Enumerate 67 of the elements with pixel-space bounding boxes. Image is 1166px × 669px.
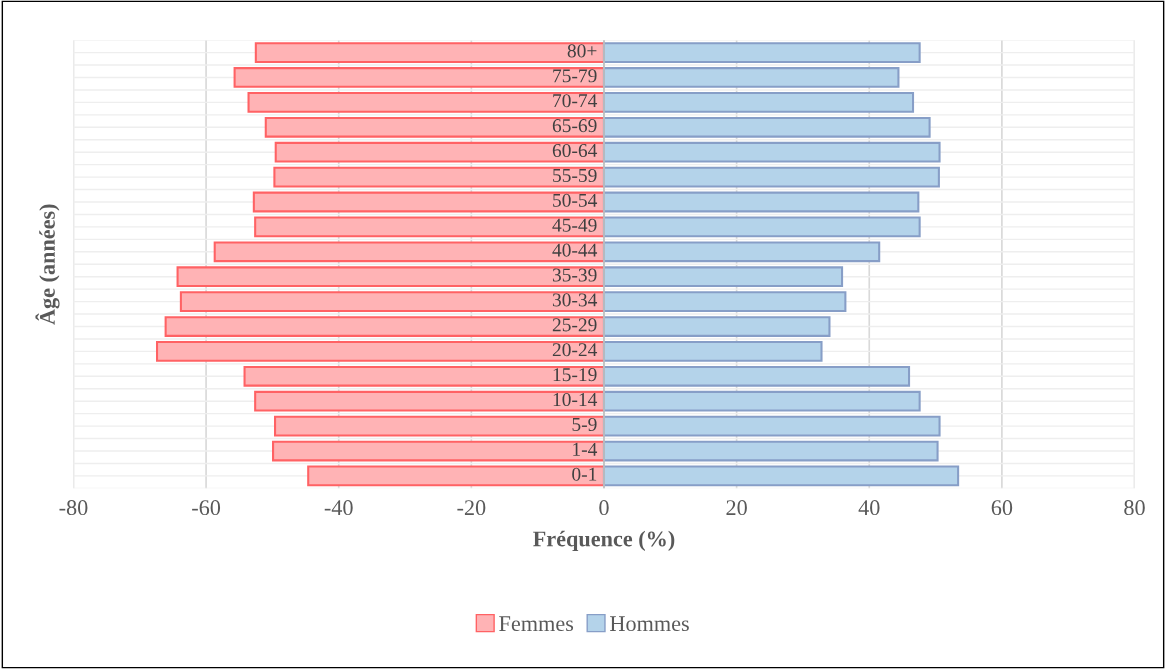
bar [602, 291, 847, 312]
y-tick-label: 15-19 [553, 368, 597, 382]
x-tick-label: 40 [858, 500, 880, 516]
x-tick-label: -20 [457, 500, 486, 516]
bar [602, 266, 844, 288]
x-tick-label: 20 [726, 500, 747, 516]
bar [213, 241, 606, 263]
bar [602, 166, 940, 188]
bar [247, 92, 606, 113]
bar [264, 116, 606, 138]
bar [272, 440, 606, 462]
y-tick-label: 20-24 [552, 343, 598, 357]
bar [602, 440, 939, 462]
bar [602, 241, 881, 263]
bar [602, 92, 915, 113]
bar [602, 415, 941, 437]
x-tick-label: -80 [59, 500, 88, 516]
bar [602, 341, 823, 362]
bar [155, 341, 606, 362]
legend-label: Femmes [499, 616, 574, 632]
x-tick-label: 80 [1124, 500, 1145, 516]
bar [602, 365, 911, 387]
bar [179, 291, 606, 312]
y-tick-label: 0-1 [572, 467, 597, 481]
bar [254, 216, 606, 238]
y-tick-label: 1-4 [573, 442, 598, 456]
y-tick-label: 30-34 [552, 293, 598, 307]
y-tick-label: 40-44 [552, 243, 598, 257]
bar [233, 67, 606, 88]
y-axis-title: Âge (années) [35, 204, 60, 325]
bar [602, 42, 921, 63]
x-axis-title: Fréquence (%) [533, 530, 675, 551]
x-tick-label: 60 [991, 500, 1013, 516]
bar [252, 191, 606, 213]
bar [602, 67, 900, 88]
y-tick-label: 10-14 [553, 392, 598, 407]
bar [602, 116, 931, 138]
y-tick-label: 75-79 [553, 69, 597, 83]
y-tick-label: 5-9 [572, 417, 597, 431]
bar [602, 390, 921, 412]
y-tick-label: 45-49 [552, 218, 597, 232]
x-tick-label: -40 [324, 500, 353, 516]
bar [274, 141, 606, 163]
bar [602, 465, 960, 487]
y-tick-label: 80+ [567, 44, 597, 58]
y-tick-label: 60-64 [552, 143, 598, 158]
bar [273, 166, 606, 188]
y-tick-label: 55-59 [553, 168, 597, 182]
bar [602, 216, 921, 238]
bar [243, 365, 606, 387]
legend-label: Hommes [610, 616, 689, 632]
y-tick-label: 35-39 [552, 268, 597, 282]
bar [602, 316, 831, 337]
y-tick-label: 25-29 [552, 318, 597, 332]
bar [254, 390, 606, 412]
x-tick-label: -60 [192, 500, 221, 516]
bar [254, 42, 606, 63]
bar [602, 191, 920, 213]
bar [602, 141, 941, 163]
bar [164, 316, 606, 337]
x-tick-label: 0 [599, 500, 609, 516]
y-tick-label: 65-69 [552, 119, 597, 133]
bar [274, 415, 606, 437]
y-tick-label: 50-54 [553, 193, 598, 207]
bar [176, 266, 606, 288]
bar [307, 465, 606, 487]
y-tick-label: 70-74 [553, 94, 598, 108]
